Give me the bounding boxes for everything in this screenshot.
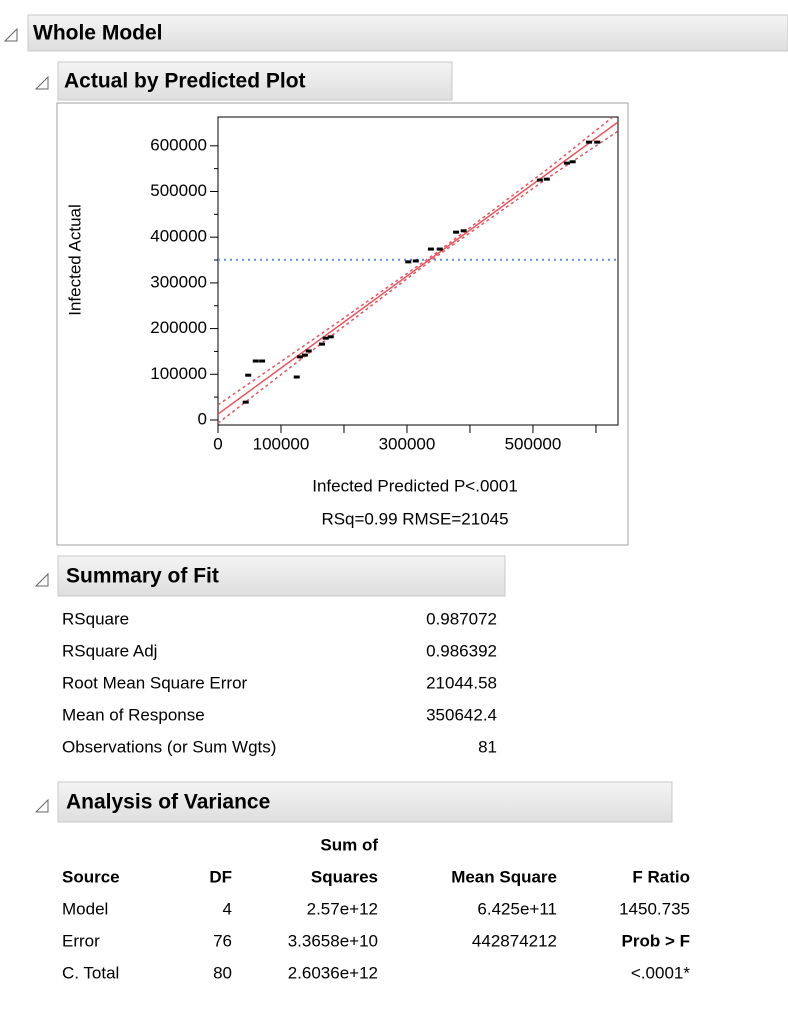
cell: Model [62,899,108,918]
x-tick-label: 0 [213,434,222,453]
point [460,229,467,233]
cell: 3.3658e+10 [288,931,378,950]
row-value: 21044.58 [426,673,497,692]
point [543,177,550,181]
y-tick-label: 200000 [150,318,207,337]
point [586,140,593,144]
x-axis-label: Infected Predicted P<.0001 [312,476,518,495]
row-value: 81 [478,737,497,756]
disclosure-icon[interactable] [3,27,18,42]
column-header: F Ratio [632,867,690,886]
column-header: DF [209,867,232,886]
section-title: Analysis of Variance [66,791,270,814]
column-header: Squares [311,867,378,886]
plot-content: 0 100000 200000 300000 400000 500000 600000 0 10… [150,117,618,453]
point [318,342,325,346]
cell: Error [62,931,100,950]
cell: 442874212 [472,931,557,950]
point [242,400,249,404]
cell: 76 [213,931,232,950]
point [259,359,266,363]
x-tick-label: 500000 [505,434,562,453]
cell: 6.425e+11 [477,899,557,918]
point [305,349,312,353]
cell: 80 [213,963,232,982]
point [436,247,443,251]
plot-subtitle: RSq=0.99 RMSE=21045 [321,509,508,528]
section-title: Whole Model [33,22,163,45]
row-label: RSquare Adj [62,641,157,660]
cell: <.0001* [631,963,690,982]
cell: 2.6036e+12 [288,963,378,982]
y-tick-label: 300000 [150,272,207,291]
plot-area [217,116,619,426]
row-value: 0.987072 [426,609,497,628]
row-value: 350642.4 [426,705,497,724]
point [536,178,543,182]
summary-table: RSquare 0.987072 RSquare Adj 0.986392 Root M… [62,609,497,756]
point [453,230,460,234]
point [405,260,412,264]
section-header[interactable] [27,14,788,52]
point [569,160,576,164]
y-tick-label: 600000 [150,135,207,154]
y-axis-label: Infected Actual [65,204,84,316]
cell: Prob > F [622,931,690,950]
y-tick-label: 0 [198,409,207,428]
point [296,355,303,359]
fit-line [218,121,618,415]
point [563,161,570,165]
x-tick-label: 100000 [253,434,310,453]
section-header[interactable] [57,61,453,101]
row-label: Mean of Response [62,705,205,724]
row-value: 0.986392 [426,641,497,660]
disclosure-icon[interactable] [34,572,49,587]
column-header: Source [62,867,120,886]
cell: C. Total [62,963,119,982]
disclosure-icon[interactable] [34,75,49,90]
point [245,373,252,377]
disclosure-icon[interactable] [34,798,49,813]
cell: 4 [223,899,232,918]
point [301,353,308,357]
point [327,335,334,339]
row-label: RSquare [62,609,129,628]
point [594,140,601,144]
y-tick-label: 500000 [150,181,207,200]
section-header[interactable] [57,555,506,597]
y-tick-label: 100000 [150,364,207,383]
column-header: Sum of [320,835,378,854]
point [427,247,434,251]
point [252,359,259,363]
y-tick-label: 400000 [150,227,207,246]
point [293,375,300,379]
point [412,259,419,263]
column-header: Mean Square [451,867,557,886]
point [322,336,329,340]
plot-clip [218,117,618,424]
row-label: Root Mean Square Error [62,673,248,692]
cell: 2.57e+12 [307,899,378,918]
section-title: Actual by Predicted Plot [64,70,306,93]
x-tick-label: 300000 [379,434,436,453]
section-header[interactable] [57,781,673,823]
cell: 1450.735 [619,899,690,918]
anova-table: Source DF Squares Mean Square F Ratio Model 4 2… [62,867,690,982]
row-label: Observations (or Sum Wgts) [62,737,276,756]
section-title: Summary of Fit [66,565,219,588]
